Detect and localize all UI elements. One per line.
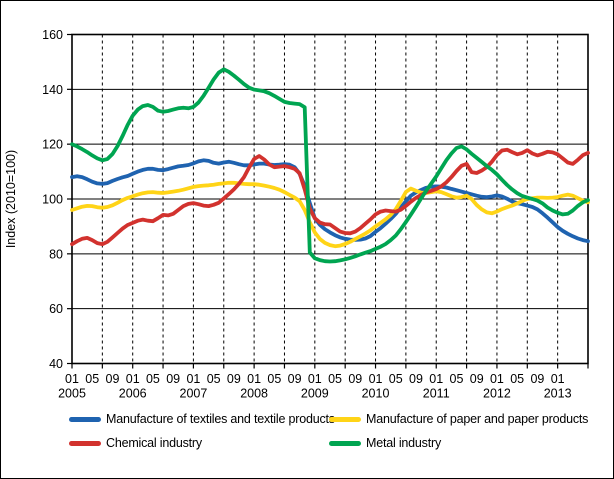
- y-tick-label: 40: [49, 357, 63, 371]
- x-tick-label: 01: [551, 372, 565, 386]
- x-year-label: 2011: [423, 387, 450, 401]
- x-year-label: 2008: [240, 387, 268, 401]
- x-tick-label: 05: [450, 372, 464, 386]
- y-tick-label: 100: [42, 193, 63, 207]
- legend-item-paper: Manufacture of paper and paper products: [329, 412, 588, 426]
- y-tick-label: 160: [42, 28, 63, 42]
- x-tick-label: 09: [348, 372, 362, 386]
- x-year-label: 2007: [180, 387, 208, 401]
- line-metal-industry: [70, 67, 590, 264]
- x-tick-label: 01: [186, 372, 200, 386]
- legend-swatch-metal: [329, 440, 361, 446]
- x-year-label: 2013: [544, 387, 572, 401]
- line-manufacture-of-textiles-and-textile-products: [70, 158, 590, 244]
- x-tick-label: 05: [389, 372, 403, 386]
- x-tick-label: 09: [166, 372, 180, 386]
- y-tick-label: 120: [42, 138, 63, 152]
- legend-swatch-chemical: [69, 440, 101, 446]
- x-tick-label: 01: [369, 372, 383, 386]
- x-tick-label: 09: [227, 372, 241, 386]
- legend-swatch-paper: [329, 416, 361, 422]
- legend-item-textiles: Manufacture of textiles and textile prod…: [69, 412, 335, 426]
- x-tick-label: 05: [207, 372, 221, 386]
- x-year-label: 2006: [119, 387, 147, 401]
- x-tick-label: 05: [85, 372, 99, 386]
- legend-item-metal: Metal industry: [329, 436, 441, 450]
- legend-label-chemical: Chemical industry: [106, 436, 202, 450]
- line-chemical-industry: [70, 147, 590, 247]
- y-tick-label: 140: [42, 83, 63, 97]
- legend-label-paper: Manufacture of paper and paper products: [366, 412, 589, 426]
- x-tick-label: 05: [146, 372, 160, 386]
- series-lines: [70, 67, 590, 264]
- x-tick-label: 01: [490, 372, 504, 386]
- x-tick-label: 01: [247, 372, 261, 386]
- y-tick-label: 60: [49, 302, 63, 316]
- x-tick-label: 05: [267, 372, 281, 386]
- x-tick-label: 09: [106, 372, 120, 386]
- x-year-label: 2012: [483, 387, 511, 401]
- horizontal-gridlines: [72, 88, 588, 310]
- x-year-label: 2009: [301, 387, 329, 401]
- line-manufacture-of-paper-and-paper-products: [70, 180, 590, 249]
- legend-label-textiles: Manufacture of textiles and textile prod…: [106, 412, 335, 426]
- x-tick-label: 01: [65, 372, 79, 386]
- legend-label-metal: Metal industry: [366, 436, 442, 450]
- x-year-label: 2010: [362, 387, 390, 401]
- x-tick-label: 09: [409, 372, 423, 386]
- x-tick-label: 09: [530, 372, 544, 386]
- x-tick-label: 01: [308, 372, 322, 386]
- legend-swatch-textiles: [69, 416, 101, 422]
- x-tick-label: 01: [429, 372, 443, 386]
- x-tick-label: 01: [126, 372, 140, 386]
- x-tick-label: 09: [470, 372, 484, 386]
- y-axis-title: Index (2010=100): [4, 150, 18, 248]
- x-tick-label: 05: [510, 372, 524, 386]
- x-tick-label: 05: [328, 372, 342, 386]
- x-year-label: 2005: [58, 387, 86, 401]
- y-tick-label: 80: [49, 247, 63, 261]
- x-tick-label: 09: [288, 372, 302, 386]
- legend-item-chemical: Chemical industry: [69, 436, 202, 450]
